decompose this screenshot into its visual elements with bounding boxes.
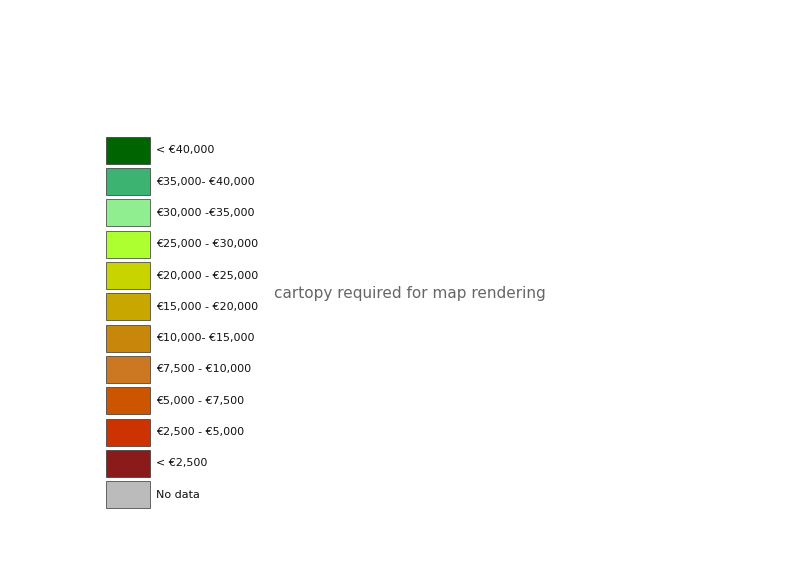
Text: €25,000 - €30,000: €25,000 - €30,000 xyxy=(156,239,258,249)
Bar xyxy=(106,356,150,383)
Bar xyxy=(106,450,150,477)
Bar xyxy=(106,481,150,508)
Bar xyxy=(106,388,150,414)
Bar xyxy=(106,199,150,227)
Bar xyxy=(106,293,150,320)
Text: €20,000 - €25,000: €20,000 - €25,000 xyxy=(156,271,258,281)
Text: €2,500 - €5,000: €2,500 - €5,000 xyxy=(156,427,244,437)
Text: No data: No data xyxy=(156,490,200,500)
Text: < €2,500: < €2,500 xyxy=(156,458,207,468)
Text: €15,000 - €20,000: €15,000 - €20,000 xyxy=(156,302,258,312)
Bar xyxy=(106,168,150,195)
Text: cartopy required for map rendering: cartopy required for map rendering xyxy=(274,286,546,301)
Bar xyxy=(106,137,150,164)
Text: €30,000 -€35,000: €30,000 -€35,000 xyxy=(156,208,254,218)
Bar xyxy=(106,419,150,446)
Text: €10,000- €15,000: €10,000- €15,000 xyxy=(156,333,254,343)
Text: < €40,000: < €40,000 xyxy=(156,145,214,155)
Bar xyxy=(106,325,150,352)
Text: €35,000- €40,000: €35,000- €40,000 xyxy=(156,177,254,187)
Text: €7,500 - €10,000: €7,500 - €10,000 xyxy=(156,364,251,375)
Bar xyxy=(106,262,150,289)
Bar xyxy=(106,231,150,257)
Text: €5,000 - €7,500: €5,000 - €7,500 xyxy=(156,396,244,406)
